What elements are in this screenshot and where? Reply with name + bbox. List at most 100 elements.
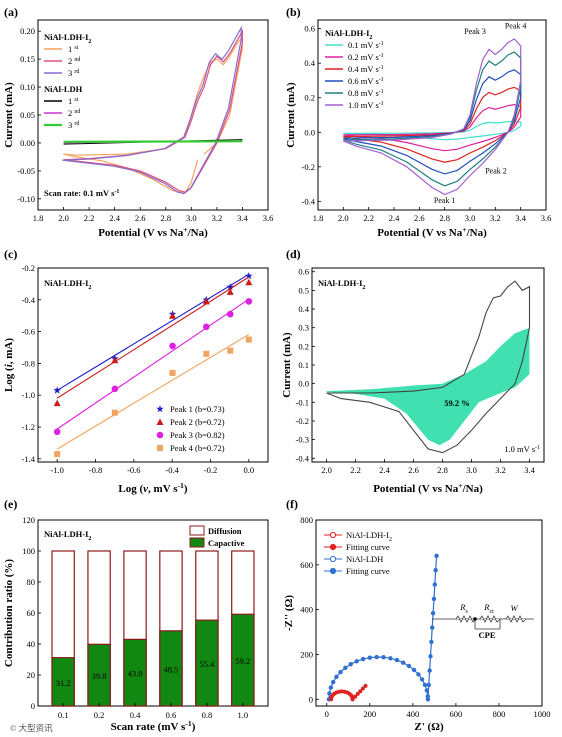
panel-f-point-nial-ldh xyxy=(425,697,431,702)
panel-f-circuit-label-rs: Rs xyxy=(459,602,468,615)
panel-f-point-nial-ldh xyxy=(434,553,439,559)
panel-e-legend-label-diffusion: Diffusion xyxy=(208,526,242,536)
panel-f-point-nial-ldh xyxy=(348,662,353,667)
panel-f-point-nial-ldh-i2 xyxy=(360,686,365,691)
panel-f-circuit-label-cpe: CPE xyxy=(479,630,496,640)
panel-f-xtick-label: 1000 xyxy=(534,709,551,719)
panel-f-xtick-label: 800 xyxy=(493,709,506,719)
panel-a-xtick-label: 2.0 xyxy=(58,213,69,223)
panel-c-ytick-label: -1.2 xyxy=(22,422,35,432)
panel-c-fit-line-3 xyxy=(56,334,250,450)
panel-e-ytick-label: 80 xyxy=(27,577,36,587)
panel-c-fit-line-0 xyxy=(56,273,250,391)
panel-c-point xyxy=(53,386,61,394)
panel-b-xtick-label: 2.8 xyxy=(439,213,450,223)
panel-c-point xyxy=(245,336,252,343)
panel-f-point-nial-ldh xyxy=(411,667,417,673)
panel-f-point-nial-ldh xyxy=(429,639,434,645)
panel-f-legend-marker xyxy=(329,531,337,539)
panel-f-point-nial-ldh xyxy=(419,677,425,682)
panel-c-xtick-label: -0.8 xyxy=(89,465,102,475)
panel-a-annotation: Scan rate: 0.1 mV s-1 xyxy=(44,188,119,198)
panel-f-point-nial-ldh xyxy=(428,654,433,659)
panel-e-data-label: 39.8 xyxy=(92,671,107,681)
panel-c-point xyxy=(169,342,176,350)
panel-b-xtick-label: 2.4 xyxy=(389,213,400,223)
panel-f-ytick-label: 800 xyxy=(300,515,313,525)
panel-f-circuit-label-w: W xyxy=(510,603,518,613)
panel-a-ytick-label: 0.10 xyxy=(20,82,35,92)
panel-d-ytick-label: 0.5 xyxy=(298,285,309,295)
panel-a-xlabel: Potential (V vs Na+/Na) xyxy=(98,225,208,240)
panel-c-xtick-label: -0.2 xyxy=(204,465,217,475)
panel-a-ytick-label: -0.05 xyxy=(17,166,35,176)
panel-e-xtick-label: 0.6 xyxy=(166,710,177,720)
panel-b-series-5 xyxy=(343,38,522,196)
panel-d-xtick-label: 2.8 xyxy=(437,465,448,475)
panel-e-xlabel: Scan rate (mV s-1) xyxy=(111,719,196,734)
panel-d-xlabel: Potential (V vs Na+/Na) xyxy=(373,481,483,496)
panel-e-data-label: 48.5 xyxy=(164,664,179,674)
panel-d-ytick-label: -0.2 xyxy=(296,416,309,426)
panel-b-annotation-peak3: Peak 3 xyxy=(464,27,486,36)
panel-b-xtick-label: 1.8 xyxy=(313,213,324,223)
panel-c-point xyxy=(202,323,210,331)
panel-c-legend-label: Peak 3 (b=0.82) xyxy=(170,430,225,440)
panel-label-d: (d) xyxy=(286,247,301,261)
panel-c-legend-label: Peak 1 (b=0.73) xyxy=(170,404,225,414)
panel-a-xtick-label: 3.4 xyxy=(237,213,248,223)
panel-c-point xyxy=(54,451,61,458)
panel-b-ytick-label: -0.4 xyxy=(302,196,316,206)
panel-c-ytick-label: -1.0 xyxy=(22,390,35,400)
panel-b-series-0 xyxy=(343,120,522,141)
panel-f-legend-label: NiAl-LDH-I2 xyxy=(346,530,392,543)
panel-f-point-nial-ldh xyxy=(328,685,334,690)
panel-c-xlabel: Log (v, mV s-1) xyxy=(118,481,188,496)
panel-b-xtick-label: 3.4 xyxy=(515,213,526,223)
panel-c-point xyxy=(53,399,61,407)
panel-c-legend-marker xyxy=(156,431,164,439)
panel-c-plot-frame xyxy=(37,267,269,463)
panel-f-ytick-label: 0 xyxy=(309,694,313,704)
panel-f-legend-label: NiAl-LDH xyxy=(346,554,383,564)
panel-e-legend-label-capacitive: Capactive xyxy=(208,538,245,548)
panel-b-legend-label: 1.0 mV s-1 xyxy=(348,100,384,110)
panel-c-xtick-label: -1.0 xyxy=(50,465,63,475)
panel-b-ytick-label: 0.0 xyxy=(304,127,315,137)
panel-f-legend-marker xyxy=(329,543,337,551)
panel-c-point xyxy=(245,278,253,286)
panel-f-point-nial-ldh xyxy=(334,674,339,680)
panel-f-xtick-label: 200 xyxy=(363,709,376,719)
panel-b-annotation-peak1: Peak 1 xyxy=(434,196,456,205)
panel-a-series-ldh-3 xyxy=(63,140,243,143)
panel-f-point-nial-ldh xyxy=(431,596,437,602)
panel-e-xtick-label: 0.1 xyxy=(58,710,69,720)
panel-d-cv-loop xyxy=(326,280,531,454)
panel-c-legend-label: Peak 4 (b=0.72) xyxy=(170,443,225,453)
panel-b-xlabel: Potential (V vs Na+/Na) xyxy=(377,225,487,240)
panel-d-ytick-label: -0.1 xyxy=(296,397,309,407)
panel-e-ytick-label: 100 xyxy=(22,546,35,556)
panel-f-circuit-resistor xyxy=(479,615,501,623)
panel-f-circuit-resistor xyxy=(505,615,527,623)
panel-b-legend-label: 0.6 mV s-1 xyxy=(348,76,384,86)
panel-d-xtick-label: 3.4 xyxy=(524,465,535,475)
panel-b-xtick-label: 3.6 xyxy=(541,213,552,223)
panel-d-xtick-label: 3.2 xyxy=(495,465,506,475)
panel-b-legend-label: 0.8 mV s-1 xyxy=(348,88,384,98)
panel-c-point xyxy=(111,409,118,416)
panel-c-point xyxy=(245,298,253,305)
panel-e-ytick-label: 60 xyxy=(27,608,36,618)
panel-f-ytick-label: 200 xyxy=(300,649,313,659)
panel-d-ytick-label: 0.1 xyxy=(298,360,309,370)
panel-e-xtick-label: 0.2 xyxy=(94,710,105,720)
panel-c-legend-marker xyxy=(156,405,164,413)
panel-a-ytick-label: 0.20 xyxy=(20,26,35,36)
panel-d-xtick-label: 2.2 xyxy=(350,465,361,475)
panel-f-ytick-label: 400 xyxy=(300,605,313,615)
panel-f-point-nial-ldh xyxy=(330,679,336,685)
panel-f-point-nial-ldh xyxy=(394,657,400,663)
panel-f-legend-marker xyxy=(329,555,337,563)
panel-c-point xyxy=(202,297,210,305)
